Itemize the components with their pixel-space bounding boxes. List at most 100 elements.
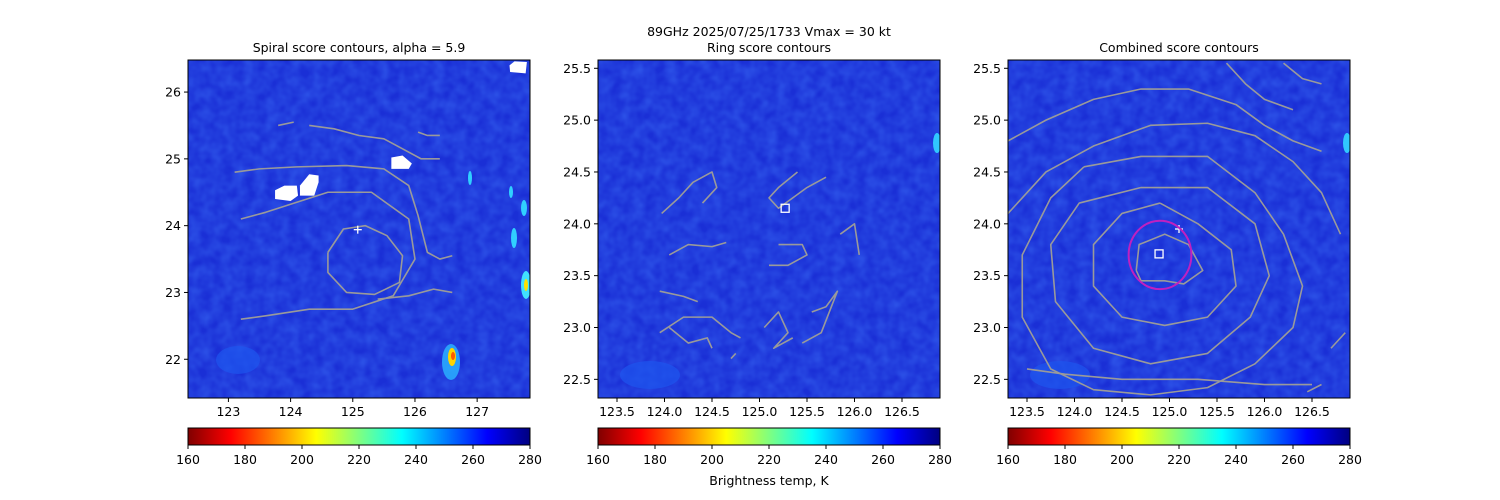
score-contour [1282,62,1322,85]
plot-frame [597,59,941,399]
x-tick-label: 125.5 [1199,404,1235,419]
colorbar: 160 180 200 220 240 260 280 [586,427,952,467]
colorbar-tick-label: 220 [757,452,781,467]
cold-cloud-patch [521,200,527,216]
x-tick-label: 124 [279,404,303,419]
cold-cloud-patch [511,228,517,248]
score-contour [240,191,416,320]
panel-title: Ring score contours [707,40,831,55]
y-tick-label: 25.0 [563,113,591,128]
heatmap-noise [188,60,530,398]
colorbar-gradient [1007,427,1351,446]
score-contour [234,164,453,260]
center-square-marker [1154,249,1164,259]
cold-cloud-patch [216,346,260,374]
x-tick-label: 123.5 [1009,404,1045,419]
cold-cloud-patch [509,186,513,198]
colorbar-tick-label: 180 [1053,452,1077,467]
score-contour [377,288,453,300]
score-contour [1049,186,1271,365]
score-contour [1026,368,1312,386]
masked-region [391,155,412,169]
colorbar-tick-label: 260 [461,452,485,467]
x-tick-label: 126 [403,404,427,419]
colorbar-tick-label: 220 [1167,452,1191,467]
figure-suptitle: 89GHz 2025/07/25/1733 Vmax = 30 kt [647,24,891,39]
y-tick-label: 25 [165,151,181,166]
colorbar-tick-label: 260 [871,452,895,467]
cold-cloud-patch [1030,361,1090,389]
cold-cloud-patch [1343,133,1350,153]
colorbar-tick-label: 200 [290,452,314,467]
x-tick-label: 124.0 [647,404,683,419]
y-tick-label: 23 [165,285,181,300]
y-tick-label: 25.5 [563,61,591,76]
colorbar-tick-label: 160 [586,452,610,467]
y-tick-label: 23.5 [973,268,1001,283]
cold-cloud-patch [524,279,528,291]
panel-spiral: Spiral score contours, alpha = 5.9 123 12… [165,40,542,467]
colorbar-tick-label: 160 [996,452,1020,467]
score-contour [1008,88,1322,152]
x-tick-label: 123 [216,404,240,419]
masked-region [299,174,319,196]
masked-region [509,61,527,74]
score-contour [417,131,440,137]
colorbar-tick-label: 280 [518,452,542,467]
y-tick-label: 22 [165,352,181,367]
y-tick-label: 24 [165,218,181,233]
colorbar: 160 180 200 220 240 260 280 [176,427,542,467]
score-contour [668,241,727,256]
panel-ring: Ring score contours 123.5 124.0 124.5 125.0… [563,40,952,467]
y-tick-label: 22.5 [563,372,591,387]
cold-cloud-patch [468,171,472,185]
x-tick-label: 125.5 [789,404,825,419]
colorbar-tick-label: 280 [1338,452,1362,467]
score-contour [801,290,839,344]
masked-region [275,185,299,201]
colorbar-gradient [187,427,531,446]
colorbar-tick-label: 220 [347,452,371,467]
score-contour [309,124,440,160]
heatmap-noise [598,60,940,398]
colorbar-tick-label: 160 [176,452,200,467]
x-tick-label: 124.5 [694,404,730,419]
score-contour [1306,383,1322,393]
score-contour [1008,122,1342,235]
y-tick-label: 24.5 [973,164,1001,179]
score-contour [763,311,794,350]
plot-area [598,60,940,398]
cold-cloud-patch [451,352,455,360]
y-tick-label: 25.0 [973,113,1001,128]
y-tick-label: 23.0 [973,320,1001,335]
score-contour [1135,233,1204,285]
cold-cloud-patch [933,133,940,153]
y-tick-label: 24.0 [973,216,1001,231]
plot-frame [187,59,531,399]
center-square-marker [780,203,790,213]
panel-title: Spiral score contours, alpha = 5.9 [253,40,466,55]
center-plus-marker [353,225,362,234]
score-contour [1021,155,1304,396]
colorbar-label: Brightness temp, K [709,473,829,488]
cold-cloud-patch [620,361,680,389]
x-tick-label: 125.0 [1152,404,1188,419]
colorbar-gradient [597,427,941,446]
x-tick-label: 126.5 [1294,404,1330,419]
x-tick-label: 123.5 [599,404,635,419]
ring-fit-circle [1127,219,1193,291]
colorbar-tick-label: 240 [1224,452,1248,467]
x-tick-label: 125.0 [742,404,778,419]
x-tick-label: 124.0 [1057,404,1093,419]
score-contour [659,290,699,303]
y-tick-label: 24.5 [563,164,591,179]
score-contour [668,326,713,349]
colorbar-tick-label: 240 [404,452,428,467]
y-tick-label: 26 [165,85,181,100]
score-contour [277,121,294,127]
colorbar-tick-label: 180 [233,452,257,467]
colorbar-tick-label: 260 [1281,452,1305,467]
score-contour [659,316,741,339]
x-tick-label: 126.0 [837,404,873,419]
panel-combined: Combined score contours 123.5 124.0 124.5 1… [973,40,1362,467]
